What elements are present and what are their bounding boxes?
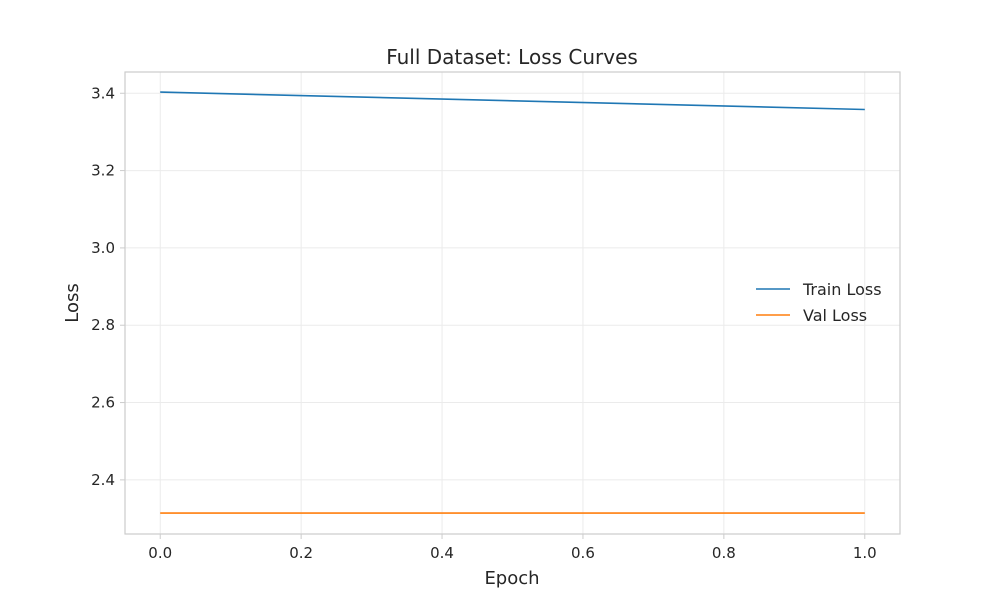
y-tick-label: 3.4 [91,84,115,102]
plot-frame [124,71,901,535]
x-tick-label: 0.4 [430,544,454,562]
y-tick-label: 3.0 [91,239,115,257]
y-tick-label: 2.6 [91,394,115,412]
x-tick-label: 0.0 [148,544,172,562]
y-tick-label: 2.8 [91,316,115,334]
ticks-layer: 0.0 0.2 0.4 0.6 0.8 1.0 2.4 2.6 2.8 3.0 3.2 3.4 [91,84,877,562]
grid-layer [125,72,900,534]
legend: Train Loss Val Loss [756,280,882,325]
y-tick-label: 2.4 [91,471,115,489]
y-tick-label: 3.2 [91,162,115,180]
x-axis-label: Epoch [484,568,539,589]
y-axis-label: Loss [62,283,83,322]
chart-title: Full Dataset: Loss Curves [386,45,638,69]
x-tick-label: 1.0 [853,544,877,562]
x-tick-label: 0.2 [289,544,313,562]
series-line-train-loss [160,91,865,111]
legend-label: Train Loss [802,280,882,299]
x-tick-label: 0.6 [571,544,595,562]
x-tick-label: 0.8 [712,544,736,562]
legend-label: Val Loss [803,306,867,325]
series-layer [160,91,865,514]
